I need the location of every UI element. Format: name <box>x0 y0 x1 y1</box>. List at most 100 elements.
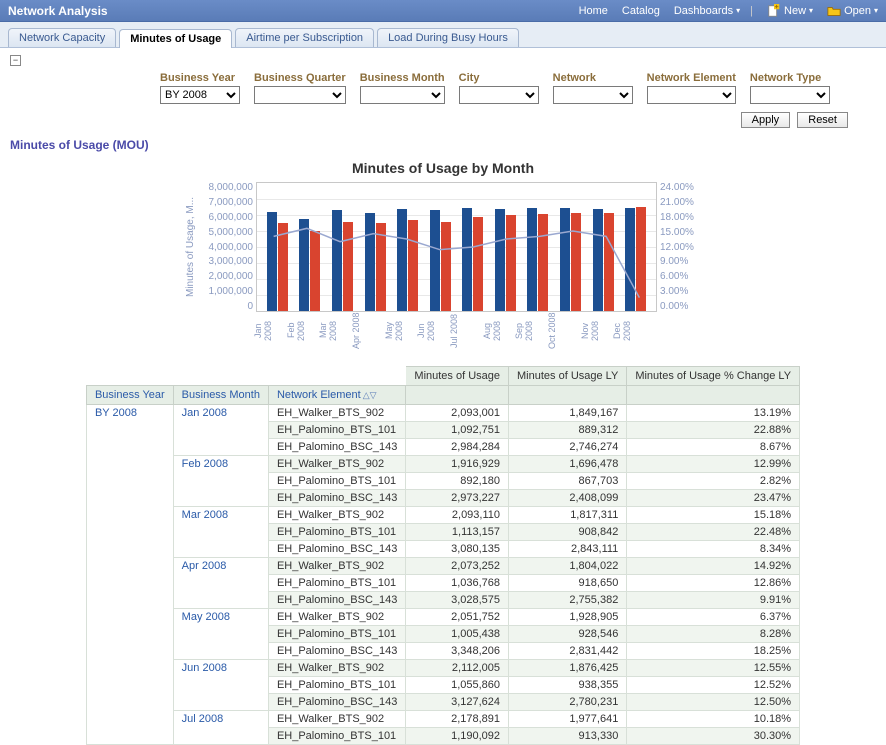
filter-business-month: Business Month <box>360 72 445 104</box>
cell-ne: EH_Walker_BTS_902 <box>268 609 405 626</box>
chevron-down-icon: ▾ <box>874 6 878 15</box>
filter-select-business-year[interactable]: BY 2008 <box>160 86 240 104</box>
nav-dashboards[interactable]: Dashboards ▾ <box>674 5 740 17</box>
cell-pct: 18.25% <box>627 643 800 660</box>
nav-open[interactable]: Open ▾ <box>827 4 878 18</box>
nav-new[interactable]: New ▾ <box>767 4 813 18</box>
cell-ne: EH_Palomino_BSC_143 <box>268 643 405 660</box>
cell-ly: 928,546 <box>509 626 627 643</box>
table-row: May 2008EH_Walker_BTS_9022,051,7521,928,… <box>86 609 799 626</box>
cell-ly: 889,312 <box>509 422 627 439</box>
chart-line <box>257 183 656 311</box>
cell-ly: 2,755,382 <box>509 592 627 609</box>
y2-axis-ticks: 24.00%21.00%18.00%15.00%12.00%9.00%6.00%… <box>657 182 703 312</box>
cell-ly: 1,977,641 <box>509 711 627 728</box>
tab-airtime[interactable]: Airtime per Subscription <box>235 28 374 47</box>
cell-pct: 22.48% <box>627 524 800 541</box>
col-header: Minutes of Usage <box>406 367 509 386</box>
cell-pct: 30.30% <box>627 728 800 745</box>
col-header <box>173 367 268 386</box>
cell-ly: 908,842 <box>509 524 627 541</box>
col-header-bm[interactable]: Business Month <box>173 386 268 405</box>
filter-network: Network <box>553 72 633 104</box>
cell-pct: 8.28% <box>627 626 800 643</box>
filter-select-network[interactable] <box>553 86 633 104</box>
cell-ne: EH_Walker_BTS_902 <box>268 405 405 422</box>
cell-ly: 2,780,231 <box>509 694 627 711</box>
chart-title: Minutes of Usage by Month <box>183 160 703 176</box>
filter-network-type: Network Type <box>750 72 830 104</box>
cell-ne: EH_Palomino_BSC_143 <box>268 490 405 507</box>
cell-ly: 1,804,022 <box>509 558 627 575</box>
cell-mou: 2,973,227 <box>406 490 509 507</box>
cell-pct: 12.50% <box>627 694 800 711</box>
table-row: Apr 2008EH_Walker_BTS_9022,073,2521,804,… <box>86 558 799 575</box>
cell-business-month[interactable]: Feb 2008 <box>173 456 268 507</box>
table-row: Jun 2008EH_Walker_BTS_9022,112,0051,876,… <box>86 660 799 677</box>
filter-select-city[interactable] <box>459 86 539 104</box>
nav-home[interactable]: Home <box>579 5 608 17</box>
apply-button[interactable]: Apply <box>741 112 791 128</box>
filter-label: Business Quarter <box>254 72 346 84</box>
cell-ne: EH_Palomino_BSC_143 <box>268 541 405 558</box>
cell-ne: EH_Walker_BTS_902 <box>268 660 405 677</box>
collapse-toggle[interactable]: − <box>10 55 21 66</box>
cell-mou: 1,036,768 <box>406 575 509 592</box>
col-header-ne[interactable]: Network Element△▽ <box>268 386 405 405</box>
filter-label: Network Element <box>647 72 736 84</box>
cell-mou: 2,073,252 <box>406 558 509 575</box>
cell-mou: 1,916,929 <box>406 456 509 473</box>
cell-ne: EH_Walker_BTS_902 <box>268 507 405 524</box>
cell-pct: 8.67% <box>627 439 800 456</box>
tab-load[interactable]: Load During Busy Hours <box>377 28 519 47</box>
table-row: BY 2008Jan 2008EH_Walker_BTS_9022,093,00… <box>86 405 799 422</box>
cell-mou: 1,113,157 <box>406 524 509 541</box>
cell-mou: 3,028,575 <box>406 592 509 609</box>
cell-ly: 1,817,311 <box>509 507 627 524</box>
cell-mou: 1,190,092 <box>406 728 509 745</box>
section-title: Minutes of Usage (MOU) <box>0 136 886 160</box>
cell-pct: 15.18% <box>627 507 800 524</box>
reset-button[interactable]: Reset <box>797 112 848 128</box>
filter-business-year: Business YearBY 2008 <box>160 72 240 104</box>
cell-business-month[interactable]: Jun 2008 <box>173 660 268 711</box>
cell-ne: EH_Walker_BTS_902 <box>268 456 405 473</box>
data-table: Minutes of UsageMinutes of Usage LYMinut… <box>86 366 800 745</box>
cell-mou: 2,112,005 <box>406 660 509 677</box>
table-row: Jul 2008EH_Walker_BTS_9022,178,8911,977,… <box>86 711 799 728</box>
cell-business-month[interactable]: Apr 2008 <box>173 558 268 609</box>
cell-pct: 10.18% <box>627 711 800 728</box>
cell-business-month[interactable]: Mar 2008 <box>173 507 268 558</box>
filter-label: Network <box>553 72 633 84</box>
cell-ne: EH_Palomino_BTS_101 <box>268 728 405 745</box>
tabbar: Network CapacityMinutes of UsageAirtime … <box>0 22 886 48</box>
nav-catalog[interactable]: Catalog <box>622 5 660 17</box>
cell-business-month[interactable]: Jan 2008 <box>173 405 268 456</box>
cell-ne: EH_Palomino_BTS_101 <box>268 677 405 694</box>
cell-ne: EH_Walker_BTS_902 <box>268 711 405 728</box>
table-row: Mar 2008EH_Walker_BTS_9022,093,1101,817,… <box>86 507 799 524</box>
col-header-by[interactable]: Business Year <box>86 386 173 405</box>
filter-select-network-element[interactable] <box>647 86 736 104</box>
folder-open-icon <box>827 4 841 18</box>
cell-ly: 1,696,478 <box>509 456 627 473</box>
tab-mou[interactable]: Minutes of Usage <box>119 29 232 48</box>
filter-select-business-month[interactable] <box>360 86 445 104</box>
cell-business-month[interactable]: Jul 2008 <box>173 711 268 745</box>
cell-mou: 892,180 <box>406 473 509 490</box>
cell-pct: 8.34% <box>627 541 800 558</box>
filter-network-element: Network Element <box>647 72 736 104</box>
cell-ne: EH_Palomino_BTS_101 <box>268 422 405 439</box>
cell-ly: 2,408,099 <box>509 490 627 507</box>
cell-ly: 2,746,274 <box>509 439 627 456</box>
cell-mou: 1,005,438 <box>406 626 509 643</box>
cell-business-month[interactable]: May 2008 <box>173 609 268 660</box>
cell-ly: 918,650 <box>509 575 627 592</box>
tab-capacity[interactable]: Network Capacity <box>8 28 116 47</box>
cell-mou: 2,178,891 <box>406 711 509 728</box>
chart-area: Minutes of Usage by Month Minutes of Usa… <box>183 160 703 352</box>
cell-ly: 867,703 <box>509 473 627 490</box>
filter-select-network-type[interactable] <box>750 86 830 104</box>
filter-select-business-quarter[interactable] <box>254 86 346 104</box>
cell-pct: 6.37% <box>627 609 800 626</box>
